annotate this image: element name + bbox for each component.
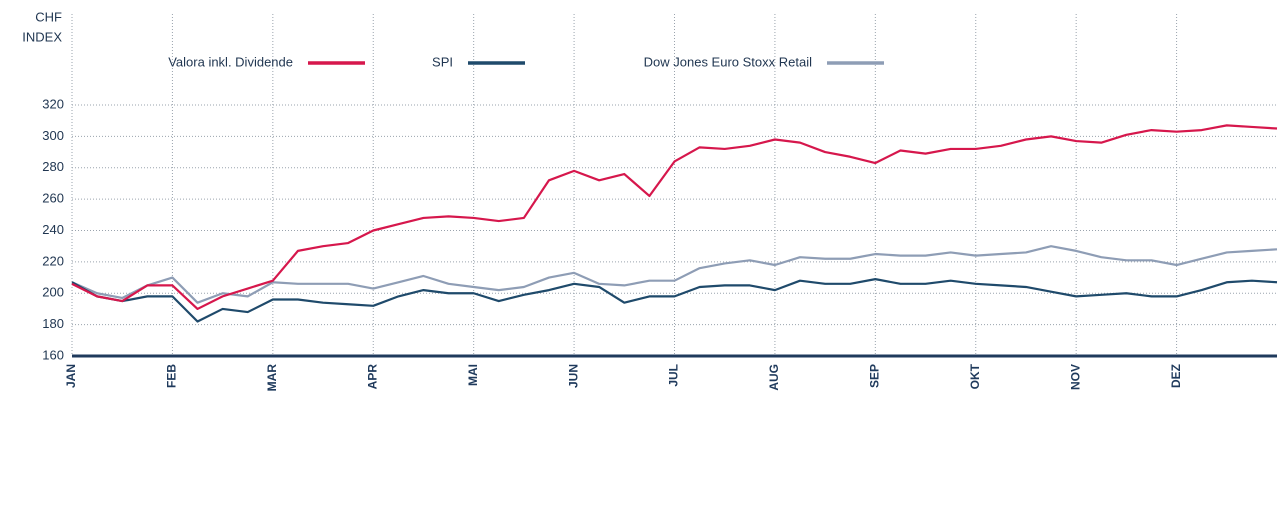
y-tick-label: 260: [42, 191, 64, 206]
x-tick-label: DEZ: [1169, 364, 1183, 388]
x-tick-label: JUL: [667, 364, 681, 387]
y-tick-label: 200: [42, 285, 64, 300]
y-axis-label: INDEX: [22, 29, 62, 44]
y-tick-label: 280: [42, 159, 64, 174]
y-tick-label: 300: [42, 128, 64, 143]
y-tick-label: 240: [42, 222, 64, 237]
x-tick-label: OKT: [968, 363, 982, 389]
y-tick-label: 220: [42, 253, 64, 268]
x-tick-label: NOV: [1068, 364, 1082, 390]
series-line: [71, 278, 1278, 323]
series-line: [71, 245, 1278, 304]
series-line: [71, 124, 1278, 311]
x-tick-label: SEP: [868, 364, 882, 388]
x-tick-label: FEB: [165, 364, 179, 388]
legend-label: Dow Jones Euro Stoxx Retail: [644, 54, 812, 69]
legend-label: SPI: [432, 54, 453, 69]
y-axis-label: CHF: [35, 9, 62, 24]
x-tick-label: MAI: [466, 364, 480, 386]
y-tick-label: 180: [42, 316, 64, 331]
y-tick-label: 160: [42, 347, 64, 362]
legend-label: Valora inkl. Dividende: [168, 54, 293, 69]
x-tick-label: APR: [365, 364, 379, 390]
x-tick-label: MAR: [265, 364, 279, 392]
y-tick-label: 320: [42, 96, 64, 111]
x-tick-label: AUG: [767, 364, 781, 391]
x-tick-label: JUN: [566, 364, 580, 388]
x-tick-label: JAN: [64, 364, 78, 388]
